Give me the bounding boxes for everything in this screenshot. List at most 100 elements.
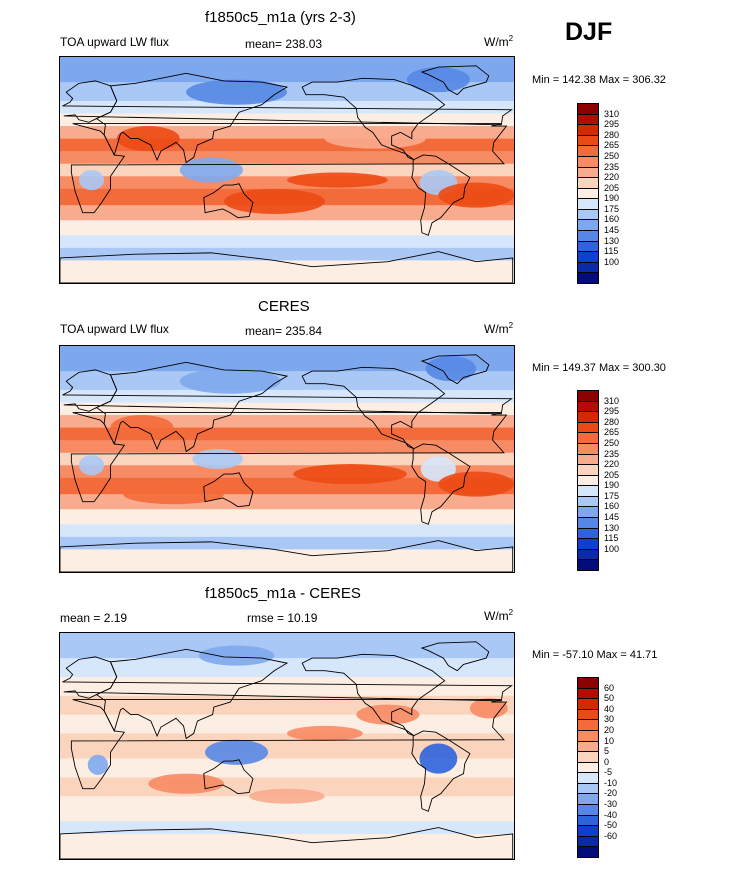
panel-2-colorbar: 310 295 280 265 250 235 220 205 190 175 160 145 130 1… xyxy=(577,390,637,571)
map-field-feature xyxy=(116,126,180,152)
map-field-feature xyxy=(123,484,224,505)
map-field-feature xyxy=(287,172,388,188)
colorbar-tick-label: 40 xyxy=(604,703,615,714)
map-field-feature xyxy=(78,455,105,476)
colorbar-tick-label: 50 xyxy=(604,693,615,704)
colorbar-swatch xyxy=(577,846,599,858)
colorbar-tick-label: 235 xyxy=(604,161,620,172)
season-label: DJF xyxy=(565,18,613,46)
colorbar-tick-label: 20 xyxy=(604,724,615,735)
map-zonal-band xyxy=(60,524,514,538)
colorbar-tick-label: -60 xyxy=(604,830,618,841)
coastline xyxy=(420,641,490,672)
coastline xyxy=(62,80,513,126)
panel-1-title: f1850c5_m1a (yrs 2-3) xyxy=(205,9,356,26)
map-zonal-band xyxy=(60,247,514,261)
colorbar-tick-label: 145 xyxy=(604,512,620,523)
colorbar-swatch xyxy=(577,272,599,284)
coastline xyxy=(203,183,254,219)
map-zonal-band xyxy=(60,163,514,177)
map-field-feature xyxy=(425,356,477,382)
colorbar-tick-label: -30 xyxy=(604,799,618,810)
coastline xyxy=(301,77,446,161)
map-field-feature xyxy=(438,182,514,208)
coastline xyxy=(420,65,490,96)
map-field-feature xyxy=(148,773,224,794)
coastline xyxy=(411,730,471,812)
map-zonal-band xyxy=(60,113,514,127)
coastline xyxy=(301,366,446,450)
colorbar-tick-label: 280 xyxy=(604,129,620,140)
colorbar-tick-label: 295 xyxy=(604,406,620,417)
colorbar-tick-label: 115 xyxy=(604,533,619,544)
colorbar-tick-label: 265 xyxy=(604,427,620,438)
colorbar-tick-label: 235 xyxy=(604,448,620,459)
map-zonal-band xyxy=(60,402,514,416)
coastline xyxy=(301,653,446,737)
map-field-feature xyxy=(179,368,281,394)
colorbar-tick-label: 250 xyxy=(604,437,620,448)
map-field-feature xyxy=(110,415,174,441)
coastline xyxy=(420,354,490,385)
map-field-feature xyxy=(192,448,243,470)
coastline xyxy=(95,72,289,164)
coastline xyxy=(70,412,508,503)
colorbar-tick-label: 265 xyxy=(604,140,620,151)
map-zonal-band xyxy=(60,260,514,283)
map-field-feature xyxy=(438,471,514,497)
panel-2-units: W/m2 xyxy=(484,321,514,337)
panel-1-mean-label: mean= 238.03 xyxy=(245,37,323,51)
panel-3-units: W/m2 xyxy=(484,608,514,624)
panel-1-map xyxy=(59,56,515,284)
colorbar-tick-label: 190 xyxy=(604,480,620,491)
coastline xyxy=(60,251,514,283)
panel-3-mean-label: mean = 2.19 xyxy=(60,611,128,625)
map-canvas xyxy=(60,57,514,283)
map-zonal-band xyxy=(60,509,514,525)
colorbar-tick-label: 100 xyxy=(604,256,620,267)
colorbar-tick-label: 0 xyxy=(604,756,610,767)
coastline xyxy=(62,369,513,415)
colorbar-tick-label: 250 xyxy=(604,150,620,161)
colorbar-tick-label: 30 xyxy=(604,714,615,725)
map-zonal-band xyxy=(60,176,514,190)
coastline xyxy=(60,827,514,859)
map-zonal-band xyxy=(60,658,514,678)
colorbar-tick-label: 220 xyxy=(604,172,620,183)
coastline xyxy=(411,154,471,236)
panel-1-units: W/m2 xyxy=(484,34,514,50)
colorbar-swatch xyxy=(577,559,599,571)
colorbar-tick-label: 310 xyxy=(604,108,620,119)
coastline xyxy=(95,361,289,453)
colorbar-tick-label: 220 xyxy=(604,459,620,470)
panel-3-rmse-label: rmse = 10.19 xyxy=(247,611,318,625)
panel-3-colorbar: 60 50 40 30 20 10 5 0 -5 -10 -20 -30 -40 -50 -60 xyxy=(577,677,637,858)
map-zonal-band xyxy=(60,821,514,835)
coastline xyxy=(411,443,471,525)
panel-1-minmax: Min = 142.38 Max = 306.32 xyxy=(532,74,666,86)
map-zonal-band xyxy=(60,536,514,550)
map-field-feature xyxy=(78,170,105,191)
map-zonal-band xyxy=(60,415,514,429)
map-zonal-band xyxy=(60,676,514,697)
panel-2-map xyxy=(59,345,515,573)
colorbar-tick-label: -5 xyxy=(604,767,613,778)
map-field-feature xyxy=(223,188,325,214)
map-canvas xyxy=(60,633,514,859)
colorbar-tick-label: 310 xyxy=(604,395,620,406)
colorbar-tick-label: 175 xyxy=(604,203,620,214)
map-zonal-band xyxy=(60,714,514,734)
coastline xyxy=(70,123,508,214)
map-field-feature xyxy=(324,128,426,149)
colorbar-tick-label: 100 xyxy=(604,543,620,554)
colorbar-tick-label: 205 xyxy=(604,469,620,480)
coastline xyxy=(95,648,289,740)
colorbar-tick-label: -10 xyxy=(604,777,618,788)
colorbar-tick-label: 175 xyxy=(604,490,620,501)
colorbar-tick-label: 5 xyxy=(604,746,610,757)
colorbar-tick-label: 160 xyxy=(604,214,620,225)
map-zonal-band xyxy=(60,452,514,466)
colorbar-tick-label: 10 xyxy=(604,735,615,746)
colorbar-tick-label: 130 xyxy=(604,522,620,533)
colorbar-tick-label: 130 xyxy=(604,235,620,246)
